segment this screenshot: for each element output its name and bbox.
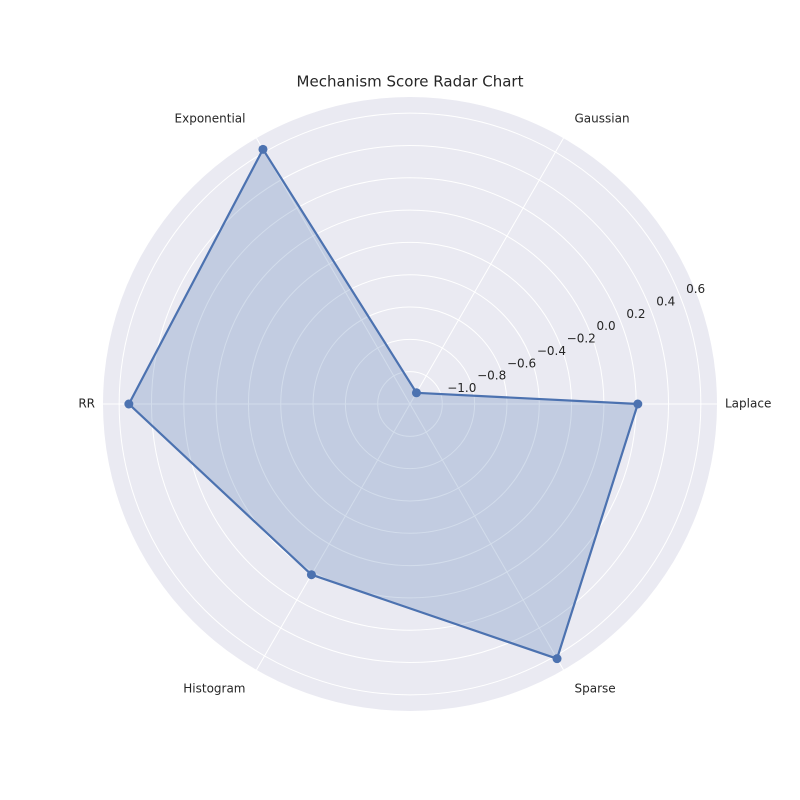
r-tick-label: −0.2 bbox=[567, 332, 596, 346]
category-label: Gaussian bbox=[575, 112, 630, 126]
radar-point bbox=[124, 399, 134, 409]
radar-point bbox=[633, 399, 643, 409]
category-label: Exponential bbox=[175, 112, 246, 126]
radar-point bbox=[411, 388, 421, 398]
r-tick-label: −0.6 bbox=[507, 356, 536, 370]
grid-spoke bbox=[256, 137, 411, 405]
chart-title: Mechanism Score Radar Chart bbox=[297, 73, 524, 91]
r-tick-label: 0.4 bbox=[656, 295, 675, 309]
category-label: Laplace bbox=[725, 397, 771, 411]
grid-spoke bbox=[256, 403, 411, 671]
grid-spoke bbox=[409, 403, 564, 671]
r-tick-label: 0.6 bbox=[686, 282, 705, 296]
category-label: RR bbox=[78, 397, 95, 411]
r-tick-label: −0.8 bbox=[477, 369, 506, 383]
radar-point bbox=[552, 654, 562, 664]
r-tick-label: 0.0 bbox=[597, 319, 616, 333]
radar-point bbox=[306, 570, 316, 580]
category-label: Histogram bbox=[183, 681, 245, 695]
r-tick-label: 0.2 bbox=[626, 307, 645, 321]
category-label: Sparse bbox=[575, 681, 616, 695]
r-tick-label: −1.0 bbox=[447, 381, 476, 395]
grid-spoke bbox=[409, 137, 564, 405]
r-tick-label: −0.4 bbox=[537, 344, 566, 358]
radar-point bbox=[258, 144, 268, 154]
